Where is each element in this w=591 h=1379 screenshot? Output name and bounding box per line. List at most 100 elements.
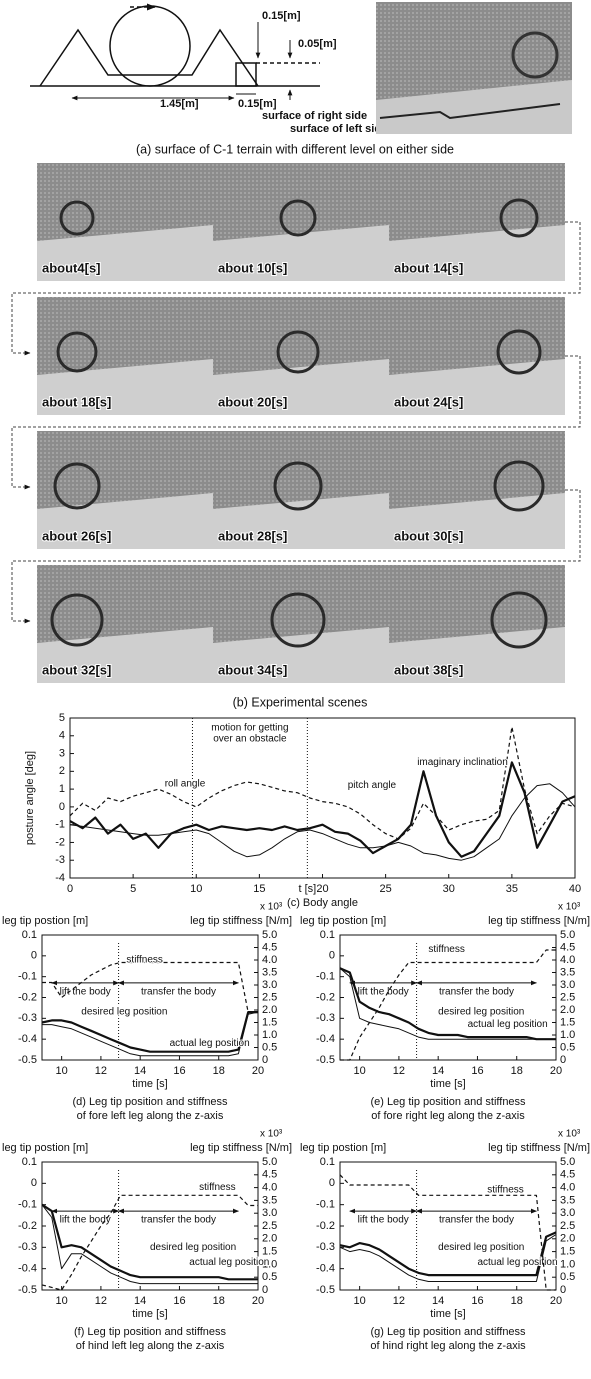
- x-tick-label: 12: [95, 1065, 107, 1077]
- y-tick-label: 3: [59, 747, 65, 759]
- y-tick-label: -0.4: [316, 1033, 335, 1045]
- x-tick-label: 14: [134, 1295, 146, 1307]
- x-tick-label: 18: [213, 1065, 225, 1077]
- y2-tick-label: 1.0: [262, 1258, 277, 1270]
- y-tick-label: 0.1: [22, 1156, 37, 1168]
- caption: (b) Experimental scenes: [233, 695, 368, 709]
- x-tick-label: 0: [67, 883, 73, 895]
- scene-floor: [37, 627, 213, 683]
- scene-label: about 30[s]: [394, 528, 463, 543]
- y-tick-label: -0.2: [18, 991, 37, 1003]
- caption: (c) Body angle: [287, 897, 358, 909]
- y2-axis-label: leg tip stiffness [N/m]: [190, 915, 292, 927]
- scene-label: about 10[s]: [218, 260, 287, 275]
- y2-multiplier: x 10³: [260, 902, 283, 913]
- y-tick-label: 2: [59, 765, 65, 777]
- y2-multiplier: x 10³: [558, 1129, 581, 1140]
- y2-tick-label: 0.5: [560, 1041, 575, 1053]
- y2-tick-label: 0: [262, 1284, 268, 1296]
- y2-tick-label: 0: [560, 1054, 566, 1066]
- y2-tick-label: 2.5: [560, 1220, 575, 1232]
- y-tick-label: -0.3: [18, 1012, 37, 1024]
- scene-floor: [213, 225, 389, 281]
- y2-tick-label: 3.0: [262, 979, 277, 991]
- y2-tick-label: 4.5: [560, 1169, 575, 1181]
- scene-label: about 24[s]: [394, 394, 463, 409]
- x-axis-label: time [s]: [132, 1308, 167, 1320]
- y-tick-label: 0: [31, 1177, 37, 1189]
- y2-tick-label: 3.5: [560, 966, 575, 978]
- phase-label: lift the body: [60, 1215, 111, 1226]
- scene-connector: [11, 221, 581, 356]
- series-label: actual leg position: [477, 1257, 557, 1268]
- x-tick-label: 16: [173, 1065, 185, 1077]
- caption: (d) Leg tip position and stiffness: [72, 1096, 228, 1108]
- y2-tick-label: 0: [262, 1054, 268, 1066]
- y-tick-label: 0: [329, 1177, 335, 1189]
- y2-tick-label: 1.0: [560, 1258, 575, 1270]
- series-label: stiffness: [428, 944, 465, 955]
- y2-tick-label: 3.5: [262, 1194, 277, 1206]
- y-tick-label: -4: [55, 872, 65, 884]
- y-tick-label: 0.1: [320, 1156, 335, 1168]
- scene-label: about 28[s]: [218, 528, 287, 543]
- y-tick-label: 0.1: [22, 929, 37, 941]
- y2-tick-label: 4.0: [560, 1182, 575, 1194]
- caption: (f) Leg tip position and stiffness: [74, 1326, 227, 1338]
- y2-tick-label: 0.5: [262, 1041, 277, 1053]
- phase-label: transfer the body: [439, 987, 514, 998]
- scene-label: about 34[s]: [218, 662, 287, 677]
- scene-floor: [213, 359, 389, 415]
- x-tick-label: 14: [134, 1065, 146, 1077]
- y2-tick-label: 2.0: [560, 1233, 575, 1245]
- robot-wheel: [276, 330, 320, 374]
- y-tick-label: 0: [59, 801, 65, 813]
- x-tick-label: 20: [316, 883, 328, 895]
- series-line: [339, 1234, 557, 1282]
- y-tick-label: -2: [55, 836, 65, 848]
- y2-tick-label: 1.5: [560, 1246, 575, 1258]
- scene-label: about 20[s]: [218, 394, 287, 409]
- series-label: desired leg position: [150, 1242, 236, 1253]
- x-tick-label: 20: [550, 1065, 562, 1077]
- y2-tick-label: 3.5: [560, 1194, 575, 1206]
- x-tick-label: 15: [253, 883, 265, 895]
- y-tick-label: -1: [55, 819, 65, 831]
- y2-tick-label: 2.5: [560, 991, 575, 1003]
- y-tick-label: -0.5: [18, 1284, 37, 1296]
- dimension-label: 0.15[m]: [262, 10, 301, 22]
- y2-tick-label: 3.0: [262, 1207, 277, 1219]
- y2-tick-label: 5.0: [560, 929, 575, 941]
- y2-tick-label: 2.0: [262, 1004, 277, 1016]
- annotation: motion for getting: [211, 723, 288, 734]
- surface-label: surface of right side: [262, 110, 367, 122]
- y-axis-label: posture angle [deg]: [24, 751, 36, 845]
- y2-tick-label: 3.5: [262, 966, 277, 978]
- robot-wheel: [50, 593, 104, 647]
- scene-connector: [11, 489, 581, 624]
- series-line: [42, 961, 258, 1014]
- robot-wheel: [273, 461, 323, 511]
- robot-wheel: [279, 199, 317, 237]
- y-tick-label: -0.2: [316, 1220, 335, 1232]
- x-tick-label: 5: [130, 883, 136, 895]
- scene-floor: [37, 359, 213, 415]
- y2-tick-label: 4.5: [262, 1169, 277, 1181]
- x-tick-label: 18: [511, 1295, 523, 1307]
- caption: of hind left leg along the z-axis: [76, 1340, 225, 1352]
- series-line: [41, 1194, 258, 1291]
- scene-floor: [213, 493, 389, 549]
- y2-tick-label: 4.0: [262, 1182, 277, 1194]
- series-line: [69, 761, 576, 858]
- series-line: [41, 1203, 258, 1281]
- y2-multiplier: x 10³: [260, 1129, 283, 1140]
- series-label: pitch angle: [348, 780, 397, 791]
- phase-label: lift the body: [358, 1215, 409, 1226]
- y-tick-label: -0.3: [18, 1241, 37, 1253]
- phase-label: transfer the body: [141, 987, 216, 998]
- y-tick-label: -0.1: [316, 971, 335, 983]
- robot-wheel: [270, 592, 326, 648]
- phase-label: transfer the body: [141, 1215, 216, 1226]
- scene-grid: about4[s] about 10[s] about 14[s] about 18[…: [11, 163, 581, 683]
